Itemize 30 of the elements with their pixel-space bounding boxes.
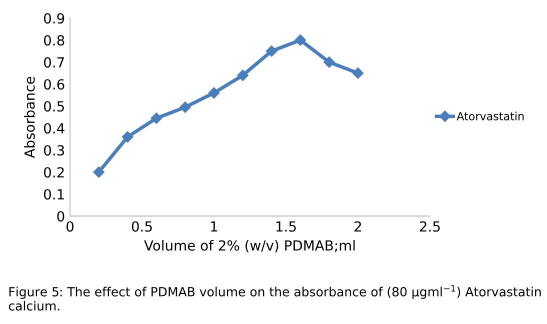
point — [294, 34, 306, 46]
text: Figure 5: The effect of PDMAB volume on the absorbance of (80 μgml$^{−1}$) Atorvastatin calcium. — [8, 285, 541, 311]
point — [93, 166, 104, 178]
x-tick-label: 0.5 — [132, 221, 152, 232]
x-axis-title: Volume of 2% (w/v) PDMAB;ml — [144, 240, 355, 252]
y-tick-label: 0.4 — [44, 123, 64, 134]
x-tick-label: 2 — [354, 221, 361, 232]
point — [208, 87, 220, 99]
y-tick-label: 0.7 — [44, 57, 64, 68]
point — [150, 112, 162, 124]
point — [266, 46, 278, 57]
y-tick-label: 0.6 — [44, 79, 64, 90]
x-tick-label: 1 — [211, 221, 218, 232]
y-axis-title: Absorbance — [24, 76, 35, 158]
y-tick-label: 0.5 — [44, 101, 64, 112]
x-tick-label: 1.5 — [276, 221, 296, 232]
point — [237, 70, 248, 81]
point — [122, 131, 134, 143]
x-tick-label: 0 — [66, 221, 74, 232]
y-tick-label: 0.9 — [44, 13, 64, 24]
y-tick-label: 0.8 — [44, 35, 64, 46]
x-tick-label: 2.5 — [420, 221, 440, 232]
y-tick-label: 0.2 — [44, 167, 64, 178]
point — [180, 102, 191, 113]
y-tick-label: 0 — [57, 211, 64, 222]
point — [324, 56, 335, 68]
y-tick-label: 0.3 — [44, 145, 64, 156]
legend-label: Atorvastatin — [456, 112, 524, 120]
y-tick-label: 0.1 — [44, 189, 64, 200]
point — [352, 68, 364, 79]
